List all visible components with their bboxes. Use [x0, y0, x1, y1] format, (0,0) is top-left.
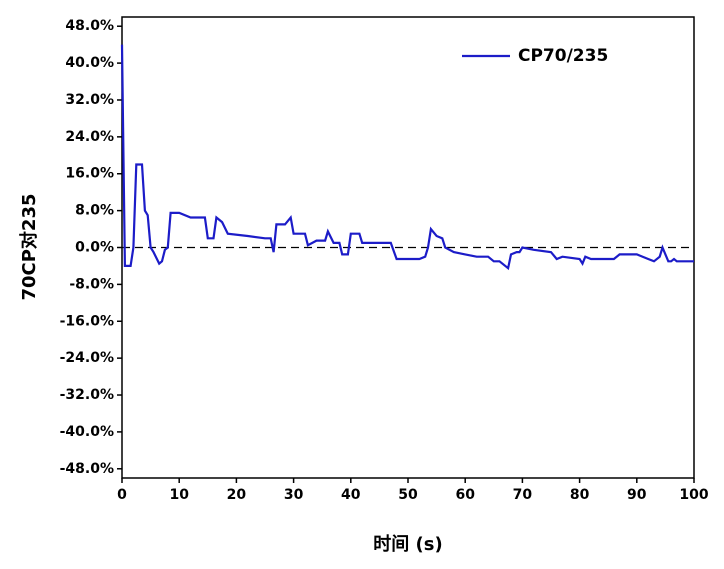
- x-tick-label: 50: [398, 487, 418, 503]
- y-tick-label: 32.0%: [65, 92, 114, 108]
- x-tick-label: 60: [455, 487, 475, 503]
- y-tick-label: -40.0%: [60, 424, 114, 440]
- data-line: [120, 44, 694, 271]
- y-tick-label: 0.0%: [75, 240, 114, 256]
- x-tick-label: 90: [627, 487, 647, 503]
- y-tick-label: -16.0%: [60, 313, 114, 329]
- x-tick-label: 100: [679, 487, 708, 503]
- y-tick-label: -24.0%: [60, 350, 114, 366]
- y-tick-label: 16.0%: [65, 166, 114, 182]
- legend-label: CP70/235: [518, 46, 608, 66]
- y-tick-label: -32.0%: [60, 387, 114, 403]
- x-tick-label: 10: [169, 487, 189, 503]
- y-tick-label: 24.0%: [65, 129, 114, 145]
- x-tick-label: 40: [341, 487, 361, 503]
- y-tick-label: 48.0%: [65, 18, 114, 34]
- x-tick-label: 30: [284, 487, 304, 503]
- y-axis-title: 70CP对235: [18, 193, 40, 300]
- x-tick-label: 80: [570, 487, 590, 503]
- y-tick-label: -48.0%: [60, 461, 114, 477]
- x-tick-label: 0: [117, 487, 127, 503]
- y-tick-label: -8.0%: [69, 276, 114, 292]
- y-tick-label: 40.0%: [65, 55, 114, 71]
- x-axis-title: 时间 (s): [373, 534, 442, 555]
- x-tick-label: 20: [227, 487, 247, 503]
- y-tick-label: 8.0%: [75, 203, 114, 219]
- x-tick-label: 70: [513, 487, 533, 503]
